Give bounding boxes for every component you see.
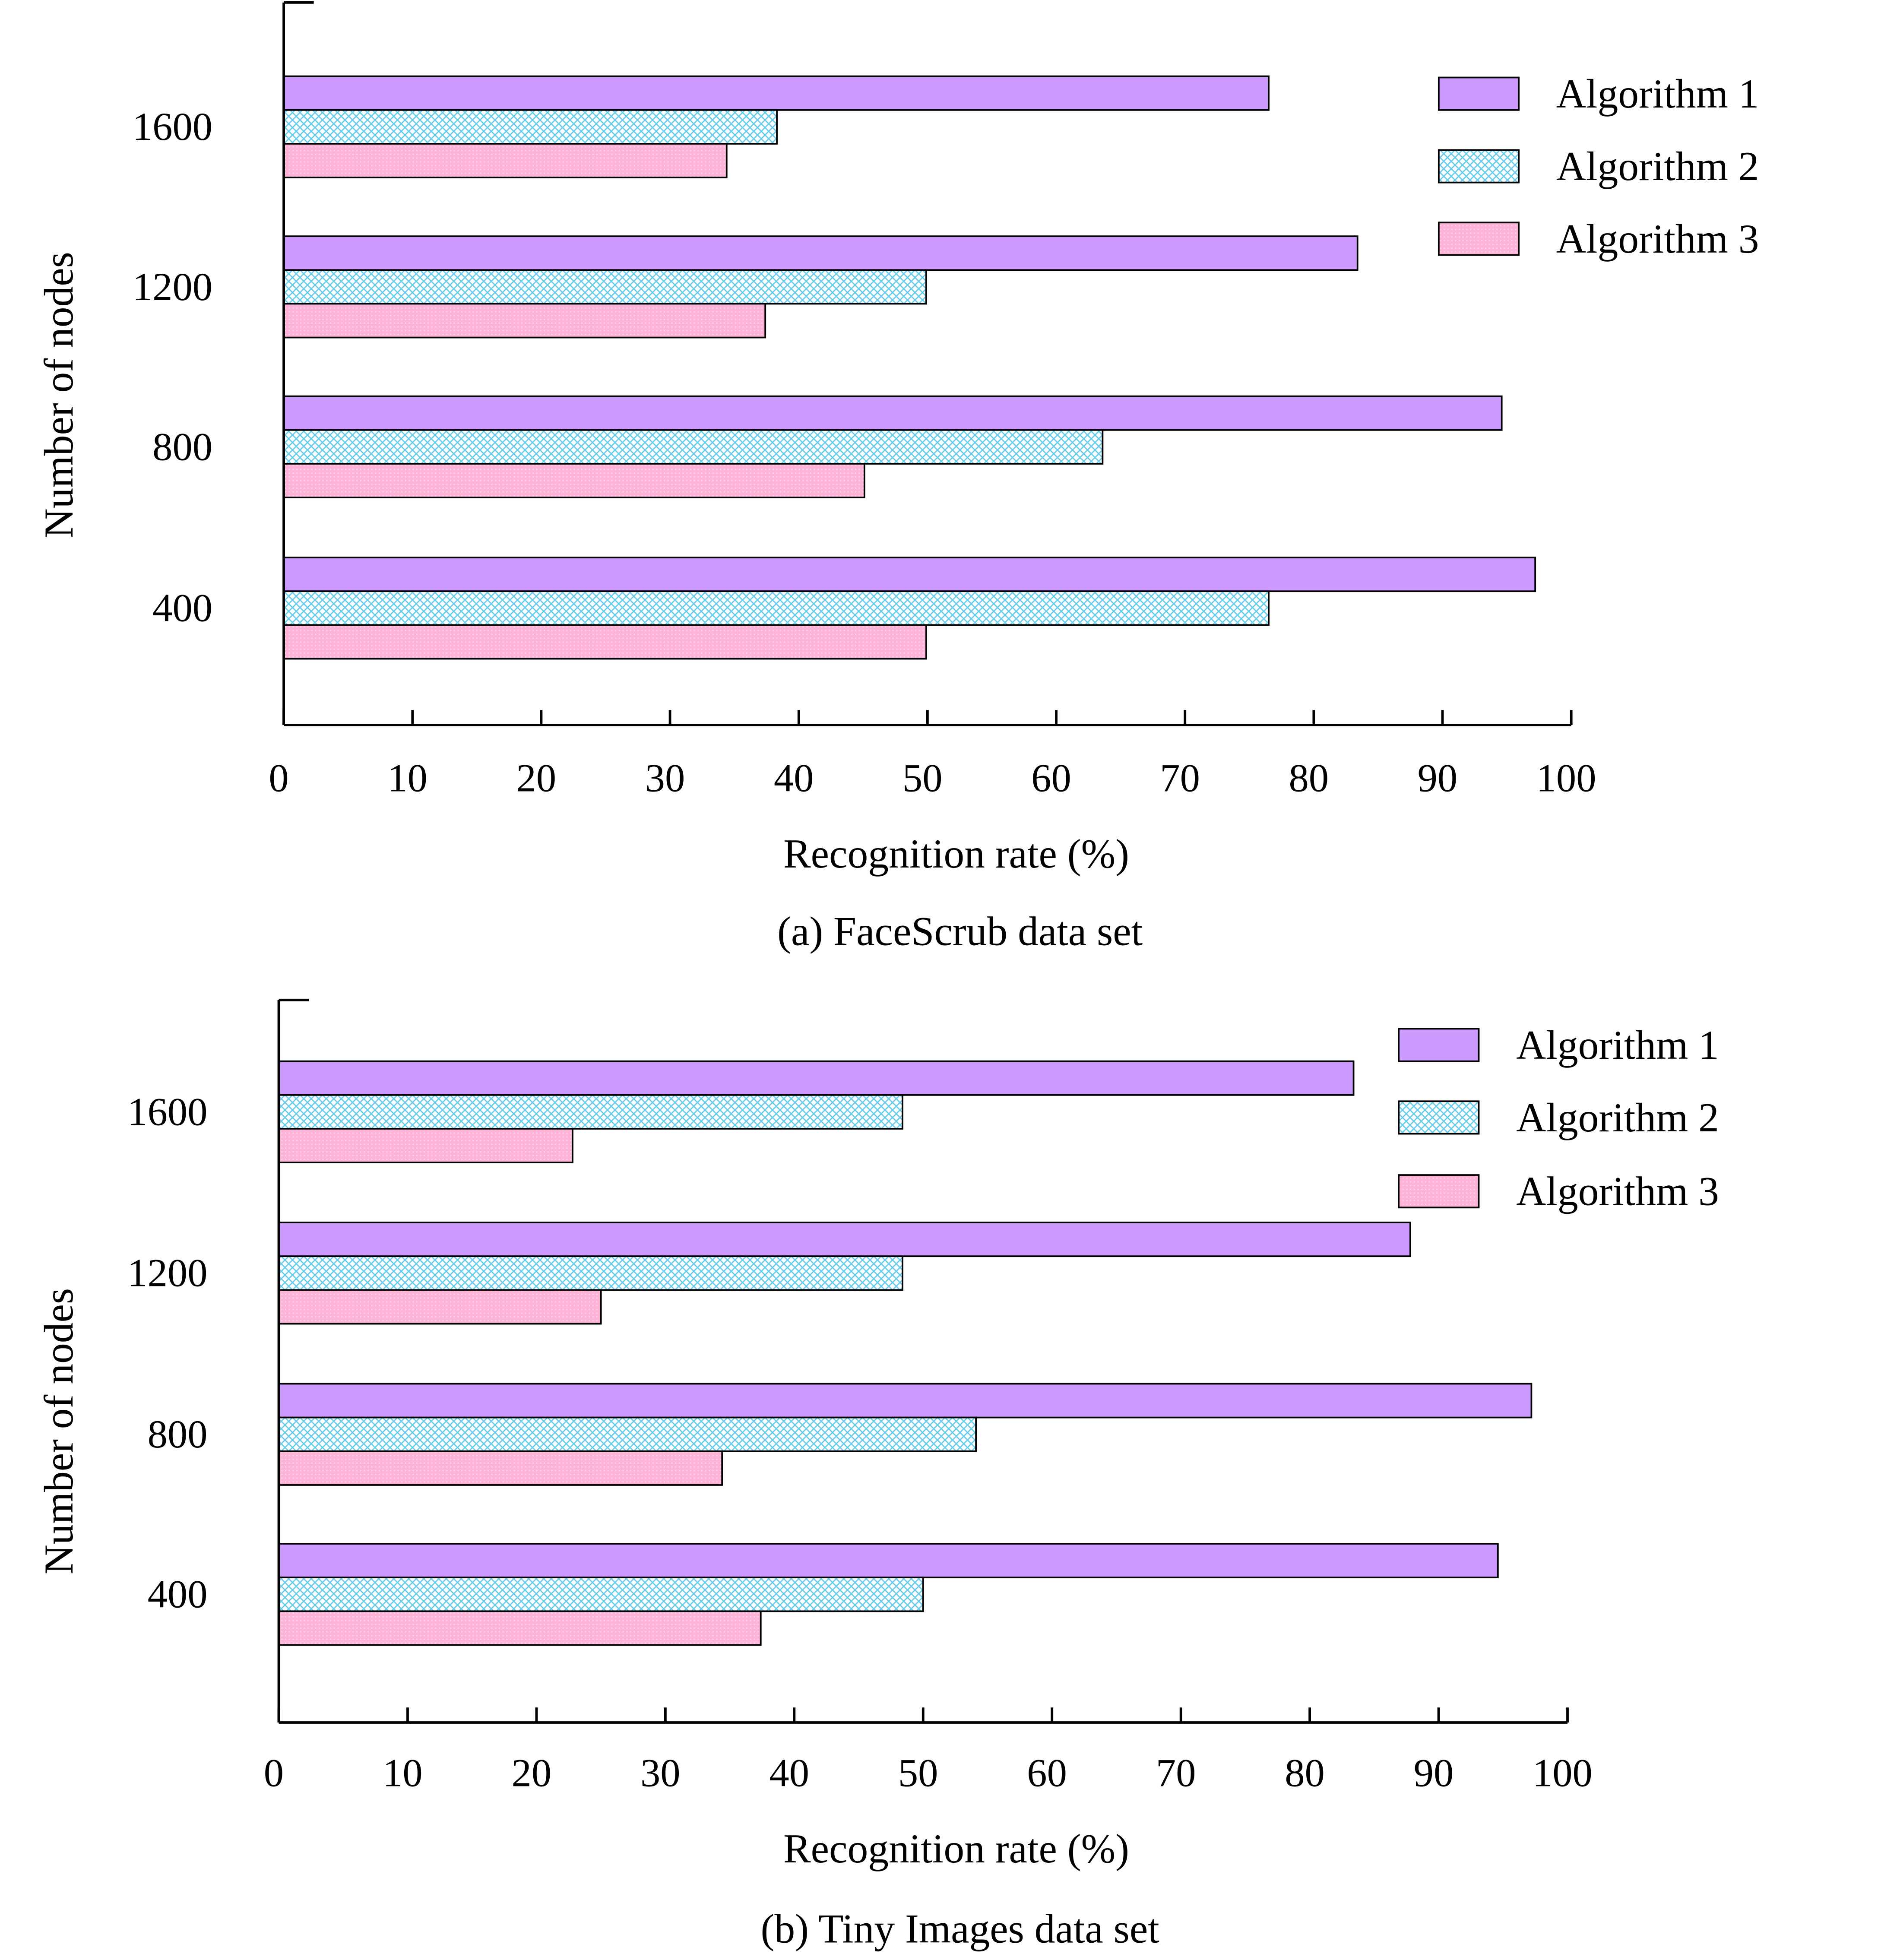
legend-label: Algorithm 3 (1516, 1168, 1719, 1214)
bar-800-algorithm-2 (283, 429, 1104, 465)
chart-a: 400 800 1200 1600 0 10 20 30 40 50 60 70 80 90 100 Reco… (36, 1, 1759, 954)
x-axis-title: Recognition rate (%) (783, 1826, 1129, 1871)
bar-1600-algorithm-1 (283, 75, 1270, 111)
bar-1600-algorithm-3 (278, 1128, 573, 1164)
bar-400-algorithm-1 (283, 557, 1536, 592)
bar-1600-algorithm-2 (278, 1094, 903, 1130)
y-tick-label: 1200 (127, 1251, 207, 1295)
chart-caption: (a) FaceScrub data set (777, 908, 1143, 954)
legend: Algorithm 1 Algorithm 2 Algorithm 3 (1398, 1022, 1719, 1214)
y-tick-label: 800 (148, 1412, 208, 1457)
x-tick-label: 90 (1418, 756, 1458, 800)
x-tick-label: 100 (1536, 756, 1596, 800)
x-tick-label: 70 (1156, 1751, 1196, 1795)
legend: Algorithm 1 Algorithm 2 Algorithm 3 (1438, 71, 1759, 262)
y-tick-label: 800 (152, 424, 212, 469)
bar-400-algorithm-3 (283, 624, 927, 660)
legend-label: Algorithm 1 (1516, 1022, 1719, 1068)
x-tick-label: 90 (1414, 1751, 1454, 1795)
x-tick-label: 40 (774, 756, 814, 800)
legend-swatch-algorithm-1 (1438, 76, 1520, 111)
x-tick-label: 60 (1027, 1751, 1067, 1795)
bar-800-algorithm-3 (278, 1450, 723, 1486)
x-tick-label: 40 (769, 1751, 809, 1795)
y-tick-label: 1600 (127, 1089, 207, 1134)
bar-1200-algorithm-3 (278, 1289, 602, 1325)
bar-1600-algorithm-1 (278, 1060, 1355, 1096)
bar-400-algorithm-1 (278, 1543, 1499, 1579)
x-tick-label: 0 (264, 1751, 284, 1795)
y-axis-title: Number of nodes (36, 1288, 82, 1574)
bar-1200-algorithm-1 (278, 1222, 1411, 1257)
bar-400-algorithm-2 (283, 590, 1270, 626)
bar-800-algorithm-2 (278, 1416, 977, 1452)
x-tick-label: 80 (1289, 756, 1329, 800)
y-tick-label: 1600 (133, 104, 212, 149)
x-tick-label: 50 (902, 756, 943, 800)
bar-1200-algorithm-2 (278, 1255, 903, 1291)
x-tick-label: 0 (269, 756, 288, 800)
y-tick-label: 1200 (133, 265, 212, 309)
bar-1600-algorithm-2 (283, 109, 778, 145)
legend-label: Algorithm 2 (1516, 1095, 1719, 1140)
x-tick-label: 20 (516, 756, 557, 800)
legend-label: Algorithm 3 (1556, 216, 1759, 262)
legend-swatch-algorithm-3 (1438, 222, 1520, 256)
bar-1200-algorithm-1 (283, 235, 1358, 271)
x-tick-label: 30 (645, 756, 685, 800)
bar-400-algorithm-3 (278, 1610, 762, 1646)
x-axis-title: Recognition rate (%) (783, 831, 1129, 877)
x-tick-label: 20 (512, 1751, 552, 1795)
bar-800-algorithm-1 (278, 1383, 1533, 1419)
x-tick-label: 60 (1031, 756, 1071, 800)
bar-800-algorithm-1 (283, 395, 1503, 431)
legend-swatch-algorithm-1 (1398, 1028, 1480, 1062)
bar-1600-algorithm-3 (283, 143, 728, 178)
x-tick-label: 50 (898, 1751, 938, 1795)
y-tick-label: 400 (148, 1572, 208, 1617)
x-tick-label: 10 (387, 756, 428, 800)
legend-swatch-algorithm-2 (1438, 149, 1520, 184)
chart-b: 400 800 1200 1600 0 10 20 30 40 50 60 70 80 90 100 Reco… (36, 998, 1719, 1951)
legend-swatch-algorithm-3 (1398, 1174, 1480, 1209)
x-tick-label: 30 (640, 1751, 681, 1795)
bar-800-algorithm-3 (283, 463, 865, 499)
bar-1200-algorithm-2 (283, 269, 927, 305)
x-tick-label: 100 (1533, 1751, 1593, 1795)
x-tick-label: 70 (1160, 756, 1200, 800)
bar-400-algorithm-2 (278, 1577, 924, 1612)
x-tick-label: 10 (383, 1751, 423, 1795)
y-axis-title: Number of nodes (36, 252, 82, 538)
bar-1200-algorithm-3 (283, 303, 766, 339)
y-tick-label: 400 (152, 586, 212, 630)
legend-swatch-algorithm-2 (1398, 1100, 1480, 1135)
legend-label: Algorithm 1 (1556, 71, 1759, 117)
chart-caption: (b) Tiny Images data set (761, 1906, 1159, 1951)
legend-label: Algorithm 2 (1556, 143, 1759, 189)
x-tick-label: 80 (1285, 1751, 1325, 1795)
